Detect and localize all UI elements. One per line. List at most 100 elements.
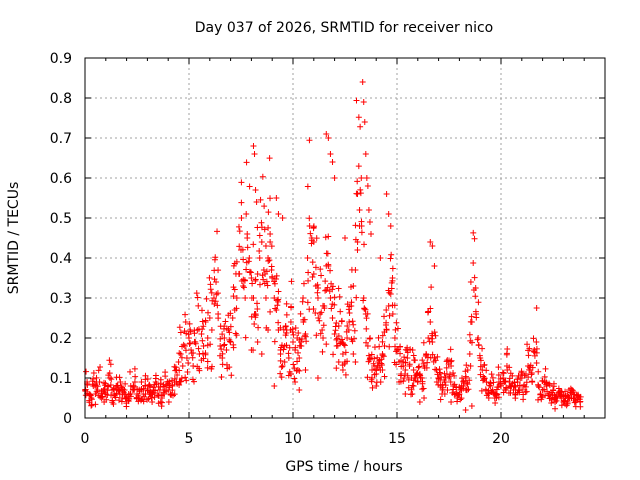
data-point xyxy=(314,289,321,296)
data-point xyxy=(151,394,158,401)
data-point xyxy=(404,349,411,356)
data-point xyxy=(310,224,317,231)
data-point xyxy=(109,397,116,404)
data-point xyxy=(240,276,247,283)
data-point xyxy=(451,372,458,379)
data-point xyxy=(462,373,469,380)
data-point xyxy=(548,399,555,406)
data-point xyxy=(223,347,230,353)
data-point xyxy=(509,380,516,387)
data-point xyxy=(339,351,346,357)
data-point xyxy=(407,346,414,353)
data-point xyxy=(221,335,228,341)
data-point xyxy=(467,278,474,285)
data-point xyxy=(333,365,340,372)
data-point xyxy=(442,382,449,389)
data-point xyxy=(357,123,364,130)
data-point xyxy=(206,274,213,281)
data-point xyxy=(490,379,497,386)
data-point xyxy=(361,305,368,312)
data-point xyxy=(97,364,104,371)
data-point xyxy=(127,393,134,400)
data-point xyxy=(447,378,454,385)
data-point xyxy=(420,360,427,367)
data-point xyxy=(242,334,249,341)
data-point xyxy=(138,379,145,386)
data-point xyxy=(288,278,295,285)
data-point xyxy=(577,403,584,410)
data-point xyxy=(361,119,368,125)
data-point xyxy=(227,323,234,330)
data-point xyxy=(324,284,331,291)
data-points xyxy=(82,79,584,413)
data-point xyxy=(162,373,169,380)
data-point xyxy=(149,398,156,405)
data-point xyxy=(475,299,482,306)
data-point xyxy=(526,345,533,352)
data-point xyxy=(314,375,321,381)
data-point xyxy=(376,343,383,350)
data-point xyxy=(212,298,219,305)
data-point xyxy=(397,350,404,357)
data-point xyxy=(290,361,297,368)
plot-frame xyxy=(84,57,606,419)
data-point xyxy=(275,319,282,326)
data-point xyxy=(377,378,384,385)
data-point xyxy=(472,308,479,315)
data-point xyxy=(265,327,272,333)
data-point xyxy=(227,338,234,345)
data-point xyxy=(471,274,478,281)
data-point xyxy=(331,175,338,181)
y-tick-label: 0 xyxy=(63,411,72,427)
data-point xyxy=(506,364,513,371)
data-point xyxy=(256,248,263,255)
data-point xyxy=(360,297,367,304)
data-point xyxy=(379,338,386,345)
data-point xyxy=(358,218,365,225)
data-point xyxy=(305,269,312,276)
data-point xyxy=(215,315,222,322)
data-point xyxy=(314,295,321,301)
data-point xyxy=(466,331,473,338)
data-point xyxy=(369,384,376,391)
data-point xyxy=(177,329,184,336)
data-point xyxy=(202,317,209,324)
data-point xyxy=(251,320,258,327)
data-point xyxy=(186,340,193,347)
data-point xyxy=(309,259,316,266)
data-point xyxy=(268,267,275,274)
data-point xyxy=(447,358,454,365)
data-point xyxy=(248,269,255,276)
data-point xyxy=(91,382,98,389)
data-point xyxy=(507,370,514,377)
data-point xyxy=(176,382,183,389)
data-point xyxy=(244,235,251,241)
data-point xyxy=(419,386,426,393)
data-point xyxy=(269,273,276,280)
data-point xyxy=(304,255,311,261)
data-point xyxy=(335,323,342,329)
data-point xyxy=(148,395,155,401)
data-point xyxy=(252,187,259,193)
data-point xyxy=(194,294,201,301)
data-point xyxy=(497,381,504,388)
data-point xyxy=(330,351,337,358)
data-point xyxy=(88,402,95,409)
data-point xyxy=(546,382,553,389)
data-point xyxy=(283,330,290,337)
data-point xyxy=(267,231,274,237)
data-point xyxy=(542,365,549,372)
data-point xyxy=(238,199,245,206)
data-point xyxy=(145,395,152,402)
data-point xyxy=(259,272,266,279)
data-point xyxy=(523,379,530,386)
data-point xyxy=(176,367,183,374)
data-point xyxy=(258,239,265,245)
data-point xyxy=(381,373,388,380)
data-point xyxy=(240,284,247,291)
data-point xyxy=(220,342,227,349)
data-point xyxy=(90,370,97,377)
data-point xyxy=(518,368,525,375)
data-point xyxy=(352,222,359,229)
y-tick-label: 0.9 xyxy=(50,51,72,67)
